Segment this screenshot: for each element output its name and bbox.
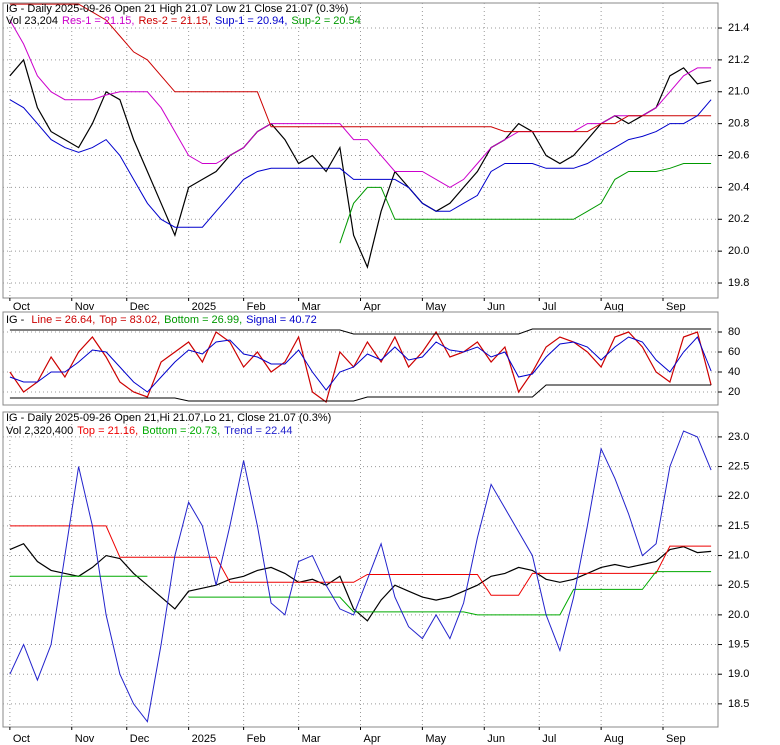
y-tick-label: 20.2 (728, 213, 749, 225)
x-tick-label: Jun (487, 301, 505, 313)
panel-legend: Vol 2,320,400 Top = 21.16, Bottom = 20.73,… (6, 425, 293, 437)
panel-title: IG - Daily 2025-09-26 Open 21,Hi 21.07,L… (6, 412, 331, 424)
series-line (9, 330, 712, 403)
x-tick-label: Sep (666, 733, 686, 745)
y-tick-label: 21.0 (728, 549, 749, 561)
x-tick-label: Oct (13, 733, 30, 745)
x-tick-label: Nov (75, 733, 95, 745)
y-tick-label: 60 (728, 346, 740, 358)
panel-frame (2, 2, 719, 299)
y-tick-label: 20.6 (728, 149, 749, 161)
x-tick-label: Dec (130, 733, 150, 745)
y-tick-label: 20 (728, 386, 740, 398)
series-line (9, 430, 712, 723)
series-line (9, 19, 712, 188)
y-tick-label: 21.2 (728, 54, 749, 66)
series-line (9, 542, 712, 622)
y-tick-label: 19.8 (728, 277, 749, 289)
y-tick-label: 80 (728, 326, 740, 338)
legend-entry: Bottom = 26.99, (164, 314, 242, 326)
y-tick-label: 22.0 (728, 490, 749, 502)
y-tick-label: 19.5 (728, 638, 749, 650)
legend-entry: Sup-2 = 20.54 (291, 15, 360, 27)
y-tick-label: 21.5 (728, 520, 749, 532)
series-line (9, 336, 712, 393)
x-tick-label: Aug (604, 301, 624, 313)
series-line (9, 571, 712, 616)
x-tick-label: Dec (130, 301, 150, 313)
panel-header: IG - Daily 2025-09-26 Open 21,Hi 21.07,L… (6, 412, 331, 424)
volume-label: Vol 23,204 (6, 15, 58, 27)
y-tick-label: 20.8 (728, 118, 749, 130)
panel-frame (2, 311, 719, 406)
legend-entry: Top = 21.16, (77, 425, 138, 437)
y-tick-label: 21.0 (728, 86, 749, 98)
series-line (9, 3, 712, 133)
legend-entry: Line = 26.64, (31, 314, 95, 326)
y-tick-label: 21.4 (728, 22, 749, 34)
x-tick-label: May (425, 733, 446, 745)
legend-entry: Res-2 = 21.15, (138, 15, 210, 27)
panel-legend: Vol 23,204 Res-1 = 21.15, Res-2 = 21.15, Su… (6, 15, 361, 27)
panel-title: IG - Daily 2025-09-26 Open 21 High 21.07… (6, 3, 348, 15)
x-tick-label: 2025 (192, 301, 216, 313)
series-line (9, 58, 712, 269)
legend-entry: Top = 83.02, (99, 314, 160, 326)
legend-entry: Res-1 = 21.15, (62, 15, 134, 27)
panel-header: IG - Daily 2025-09-26 Open 21 High 21.07… (6, 3, 348, 15)
x-tick-label: Apr (364, 733, 381, 745)
series-line (9, 525, 712, 596)
y-tick-label: 22.5 (728, 460, 749, 472)
x-tick-label: Jun (487, 733, 505, 745)
y-tick-label: 20.4 (728, 181, 749, 193)
panel-header: IG - Line = 26.64, Top = 83.02, Bottom = 2… (6, 314, 317, 326)
series-line (9, 99, 712, 228)
x-tick-label: Jul (542, 733, 556, 745)
panel-frame (2, 411, 719, 728)
panel-title: IG - (6, 314, 27, 326)
series-line (339, 163, 712, 244)
x-tick-label: Feb (247, 301, 266, 313)
y-tick-label: 20.0 (728, 245, 749, 257)
y-tick-label: 20.0 (728, 609, 749, 621)
x-tick-label: May (425, 301, 446, 313)
legend-entry: Trend = 22.44 (224, 425, 292, 437)
x-tick-label: Aug (604, 733, 624, 745)
x-tick-label: Mar (302, 301, 321, 313)
series-line (9, 384, 712, 402)
x-tick-label: Jul (542, 301, 556, 313)
x-tick-label: Sep (666, 301, 686, 313)
legend-entry: Bottom = 20.73, (142, 425, 220, 437)
volume-label: Vol 2,320,400 (6, 425, 73, 437)
x-tick-label: Mar (302, 733, 321, 745)
x-tick-label: Feb (247, 733, 266, 745)
x-tick-label: Oct (13, 301, 30, 313)
series-line (9, 328, 712, 335)
legend-entry: Sup-1 = 20.94, (215, 15, 287, 27)
x-tick-label: 2025 (192, 733, 216, 745)
legend-entry: Signal = 40.72 (246, 314, 317, 326)
y-tick-label: 23.0 (728, 431, 749, 443)
x-tick-label: Apr (364, 301, 381, 313)
x-tick-label: Nov (75, 301, 95, 313)
y-tick-label: 40 (728, 366, 740, 378)
y-tick-label: 20.5 (728, 579, 749, 591)
y-tick-label: 18.5 (728, 698, 749, 710)
y-tick-label: 19.0 (728, 668, 749, 680)
